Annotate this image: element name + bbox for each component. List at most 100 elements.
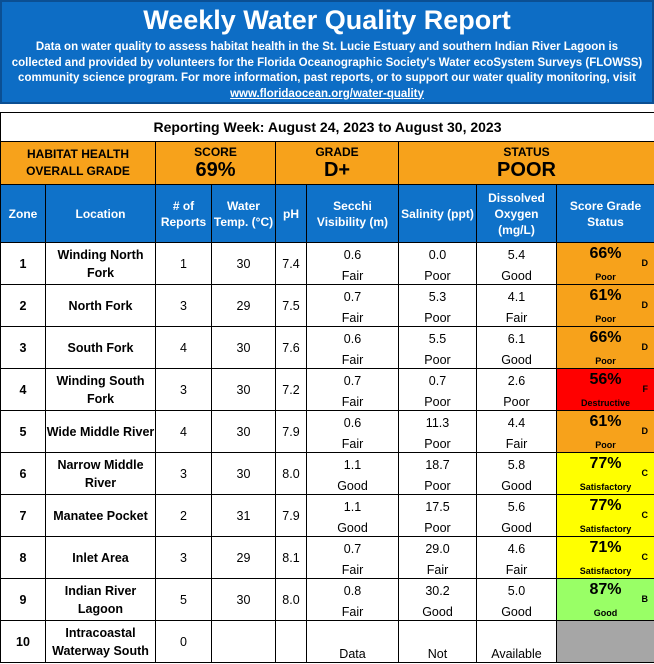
salinity-cell: 11.3 Poor: [398, 410, 477, 453]
table-row: 3 South Fork 4 30 7.6 0.6 Fair 5.5 Poor 6.1 Good 66…: [0, 326, 654, 369]
score-cell: 77% C Satisfactory: [556, 494, 654, 537]
salinity-cell: 18.7 Poor: [398, 452, 477, 495]
salinity-quality: Poor: [424, 395, 451, 409]
header-salinity: Salinity (ppt): [398, 184, 477, 243]
ph-value: 8.1: [275, 536, 307, 579]
salinity-cell: 30.2 Good: [398, 578, 477, 621]
zone-number: 3: [0, 326, 46, 369]
zone-number: 7: [0, 494, 46, 537]
zone-number: 4: [0, 368, 46, 411]
table-row: 7 Manatee Pocket 2 31 7.9 1.1 Good 17.5 Poor 5.6 G…: [0, 494, 654, 537]
water-temp: 30: [211, 578, 276, 621]
water-temp: 29: [211, 284, 276, 327]
secchi-cell: Data: [306, 620, 399, 663]
habitat-health-label: HABITAT HEALTH OVERALL GRADE: [0, 141, 156, 185]
score-cell: 66% D Poor: [556, 326, 654, 369]
water-temp: 29: [211, 536, 276, 579]
salinity-quality: Not: [427, 647, 448, 661]
oxygen-value: 5.6: [507, 500, 526, 514]
oxygen-value: 5.8: [507, 458, 526, 472]
secchi-quality: Fair: [341, 311, 364, 325]
salinity-value: 29.0: [425, 542, 450, 556]
oxygen-value: 4.6: [507, 542, 526, 556]
overall-score: SCORE 69%: [155, 141, 276, 185]
ph-value: 8.0: [275, 452, 307, 495]
ph-value: [275, 620, 307, 663]
salinity-quality: Poor: [424, 311, 451, 325]
report-title: Weekly Water Quality Report: [143, 5, 511, 35]
zone-grade: D: [641, 426, 649, 436]
oxygen-quality: Good: [501, 353, 532, 367]
table-row: 9 Indian River Lagoon 5 30 8.0 0.8 Fair 30.2 Goo…: [0, 578, 654, 621]
salinity-cell: 0.7 Poor: [398, 368, 477, 411]
oxygen-value: 5.0: [507, 584, 526, 598]
oxygen-cell: Available: [476, 620, 557, 663]
location-name: Narrow Middle River: [45, 452, 156, 495]
water-temp: 30: [211, 452, 276, 495]
zone-score: 71%: [589, 539, 622, 556]
location-name: North Fork: [45, 284, 156, 327]
ph-value: 7.4: [275, 242, 307, 285]
header-zone: Zone: [0, 184, 46, 243]
ph-value: 8.0: [275, 578, 307, 621]
zone-score: 77%: [589, 497, 622, 514]
salinity-cell: 17.5 Poor: [398, 494, 477, 537]
report-description: Data on water quality to assess habitat …: [10, 40, 644, 102]
reporting-week: Reporting Week: August 24, 2023 to Augus…: [0, 112, 654, 142]
salinity-quality: Poor: [424, 479, 451, 493]
oxygen-cell: 5.0 Good: [476, 578, 557, 621]
oxygen-quality: Available: [491, 647, 542, 661]
website-link[interactable]: www.floridaocean.org/water-quality: [230, 87, 424, 100]
location-name: Inlet Area: [45, 536, 156, 579]
secchi-value: 1.1: [343, 458, 362, 472]
oxygen-quality: Good: [501, 521, 532, 535]
secchi-quality: Data: [339, 647, 366, 661]
report-count: 0: [155, 620, 212, 663]
report-count: 4: [155, 410, 212, 453]
location-name: South Fork: [45, 326, 156, 369]
secchi-value: 1.1: [343, 500, 362, 514]
label-line-1: HABITAT HEALTH: [27, 147, 129, 161]
zone-status: Good: [593, 608, 618, 618]
zone-grade: C: [641, 468, 649, 478]
header-location: Location: [45, 184, 156, 243]
salinity-quality: Poor: [424, 521, 451, 535]
secchi-value: 0.8: [343, 584, 362, 598]
overall-status: STATUS POOR: [398, 141, 654, 185]
description-text: Data on water quality to assess habitat …: [11, 41, 643, 84]
secchi-cell: 1.1 Good: [306, 452, 399, 495]
table-row: 10 Intracoastal Waterway South 0 Data Not Ava…: [0, 620, 654, 663]
oxygen-cell: 5.4 Good: [476, 242, 557, 285]
oxygen-value: 2.6: [507, 374, 526, 388]
column-headers: Zone Location # of Reports Water Temp. (…: [0, 184, 654, 243]
secchi-quality: Good: [337, 479, 368, 493]
report-count: 3: [155, 452, 212, 495]
ph-value: 7.5: [275, 284, 307, 327]
score-cell: 56% F Destructive: [556, 368, 654, 411]
secchi-value: 0.6: [343, 332, 362, 346]
zone-grade: C: [641, 552, 649, 562]
score-cell: 77% C Satisfactory: [556, 452, 654, 495]
score-cell: 66% D Poor: [556, 242, 654, 285]
summary-row: HABITAT HEALTH OVERALL GRADE SCORE 69% G…: [0, 141, 654, 185]
salinity-quality: Fair: [426, 563, 449, 577]
salinity-quality: Poor: [424, 353, 451, 367]
table-row: 8 Inlet Area 3 29 8.1 0.7 Fair 29.0 Fair 4.6 Fair 7…: [0, 536, 654, 579]
zone-status: Poor: [595, 440, 616, 450]
secchi-quality: Fair: [341, 563, 364, 577]
overall-grade: GRADE D+: [275, 141, 399, 185]
header-ph: pH: [275, 184, 307, 243]
report-count: 4: [155, 326, 212, 369]
ph-value: 7.9: [275, 410, 307, 453]
zone-number: 8: [0, 536, 46, 579]
oxygen-quality: Poor: [503, 395, 530, 409]
location-name: Indian River Lagoon: [45, 578, 156, 621]
zone-grade: D: [641, 342, 649, 352]
zone-number: 10: [0, 620, 46, 663]
salinity-value: 0.0: [428, 248, 447, 262]
spacer: [0, 104, 654, 112]
zone-score: 87%: [589, 581, 622, 598]
secchi-value: 0.6: [343, 416, 362, 430]
oxygen-quality: Good: [501, 605, 532, 619]
zone-grade: D: [641, 258, 649, 268]
